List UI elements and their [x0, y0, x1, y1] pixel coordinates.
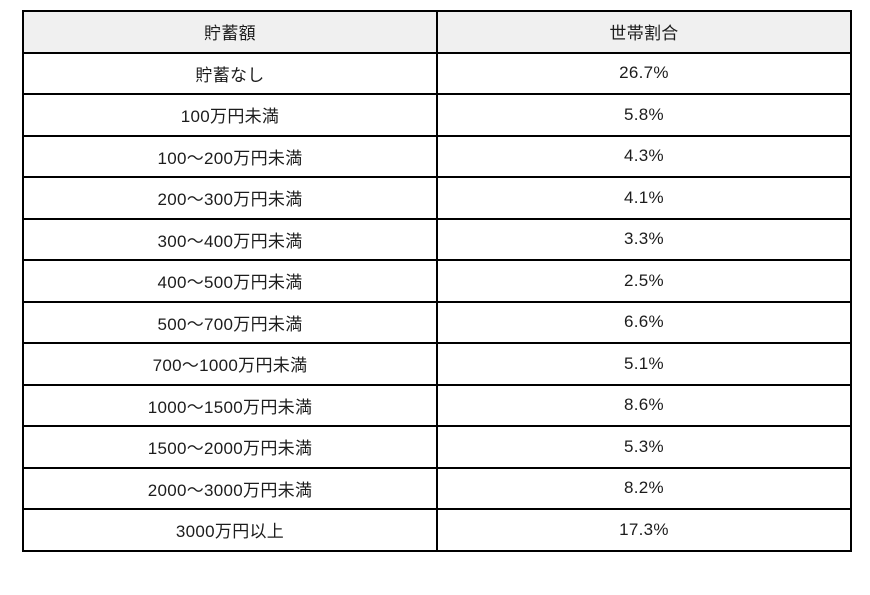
header-savings-amount: 貯蓄額	[22, 10, 438, 54]
household-ratio-cell: 26.7%	[436, 51, 852, 95]
table-row: 貯蓄なし 26.7%	[22, 51, 852, 95]
table-row: 3000万円以上 17.3%	[22, 508, 852, 552]
household-ratio-cell: 6.6%	[436, 300, 852, 344]
savings-amount-cell: 1000〜1500万円未満	[22, 383, 438, 427]
table-row: 1500〜2000万円未満 5.3%	[22, 425, 852, 469]
table-header-row: 貯蓄額 世帯割合	[22, 10, 852, 54]
household-ratio-cell: 4.3%	[436, 134, 852, 178]
savings-amount-cell: 200〜300万円未満	[22, 176, 438, 220]
household-ratio-cell: 2.5%	[436, 259, 852, 303]
savings-amount-cell: 400〜500万円未満	[22, 259, 438, 303]
savings-amount-cell: 2000〜3000万円未満	[22, 466, 438, 510]
household-ratio-cell: 5.1%	[436, 342, 852, 386]
household-ratio-cell: 5.3%	[436, 425, 852, 469]
savings-amount-cell: 700〜1000万円未満	[22, 342, 438, 386]
savings-amount-cell: 1500〜2000万円未満	[22, 425, 438, 469]
table-row: 700〜1000万円未満 5.1%	[22, 342, 852, 386]
savings-amount-cell: 100万円未満	[22, 93, 438, 137]
household-ratio-cell: 4.1%	[436, 176, 852, 220]
savings-amount-cell: 100〜200万円未満	[22, 134, 438, 178]
household-ratio-cell: 3.3%	[436, 217, 852, 261]
household-ratio-cell: 8.2%	[436, 466, 852, 510]
savings-amount-cell: 500〜700万円未満	[22, 300, 438, 344]
savings-amount-cell: 貯蓄なし	[22, 51, 438, 95]
table-row: 500〜700万円未満 6.6%	[22, 300, 852, 344]
household-ratio-cell: 17.3%	[436, 508, 852, 552]
savings-amount-cell: 3000万円以上	[22, 508, 438, 552]
table-row: 1000〜1500万円未満 8.6%	[22, 383, 852, 427]
table-row: 100万円未満 5.8%	[22, 93, 852, 137]
household-ratio-cell: 5.8%	[436, 93, 852, 137]
table-row: 300〜400万円未満 3.3%	[22, 217, 852, 261]
header-household-ratio: 世帯割合	[436, 10, 852, 54]
household-ratio-cell: 8.6%	[436, 383, 852, 427]
table-row: 200〜300万円未満 4.1%	[22, 176, 852, 220]
table-row: 400〜500万円未満 2.5%	[22, 259, 852, 303]
table-row: 100〜200万円未満 4.3%	[22, 134, 852, 178]
savings-amount-cell: 300〜400万円未満	[22, 217, 438, 261]
table-row: 2000〜3000万円未満 8.2%	[22, 466, 852, 510]
savings-distribution-table: 貯蓄額 世帯割合 貯蓄なし 26.7% 100万円未満 5.8% 100〜200万円未満…	[22, 10, 852, 552]
